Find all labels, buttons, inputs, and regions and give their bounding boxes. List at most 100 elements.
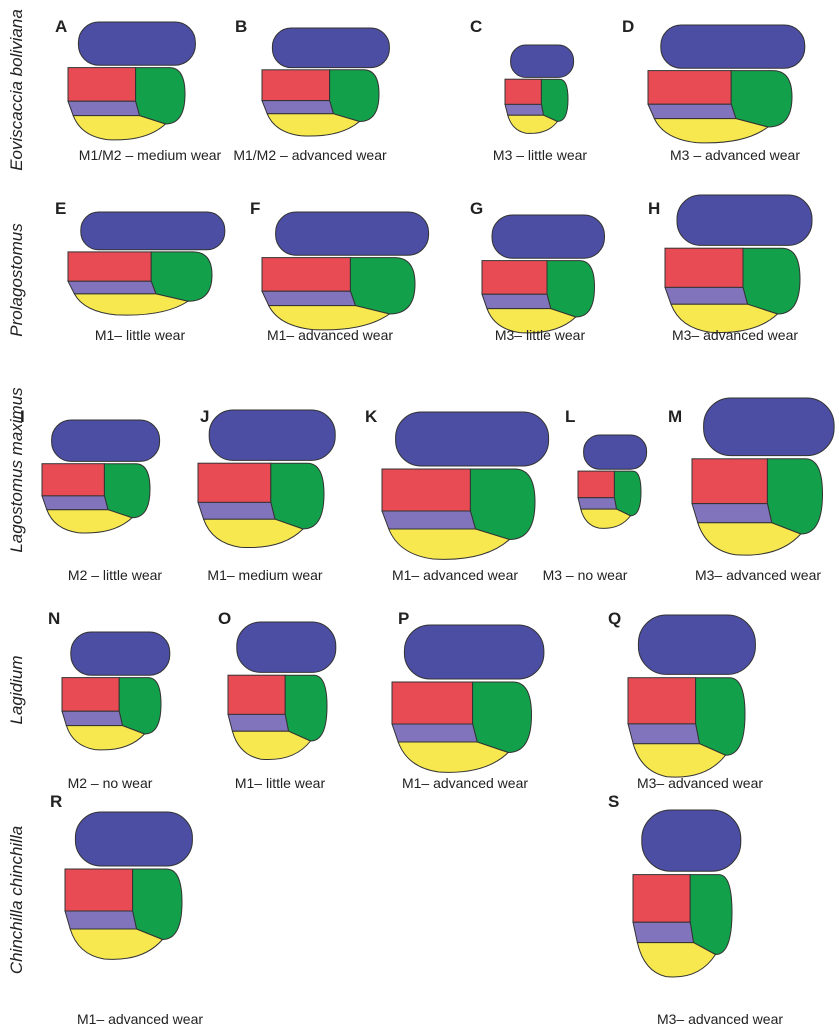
lamina-red: [198, 463, 271, 502]
lamina-green: [473, 682, 532, 753]
lamina-red: [665, 248, 743, 287]
lamina-green: [767, 459, 822, 534]
tooth-diagram: [382, 412, 549, 559]
panel-letter: P: [398, 609, 409, 628]
row-label: Lagidium: [7, 656, 26, 725]
panel-letter: D: [622, 17, 634, 36]
panel-caption: M3 – no wear: [543, 567, 628, 583]
lamina-blue: [75, 812, 192, 866]
lamina-red: [692, 459, 767, 504]
panel-caption: M1– little wear: [235, 775, 326, 791]
lamina-green: [271, 463, 324, 529]
tooth-diagram: [648, 25, 805, 143]
lamina-yellow: [73, 116, 165, 140]
tooth-diagram: [42, 420, 160, 533]
lamina-blue: [209, 410, 335, 460]
lamina-purple: [228, 714, 289, 731]
tooth-diagram: [505, 45, 574, 133]
tooth-diagram: [392, 625, 544, 772]
tooth-diagram: [578, 435, 647, 528]
row-label: Chinchilla chinchilla: [7, 826, 26, 974]
lamina-purple: [62, 711, 123, 725]
tooth-diagram: [68, 212, 225, 315]
lamina-purple: [482, 294, 551, 308]
tooth-diagram: [228, 622, 336, 760]
tooth-diagram: [198, 410, 335, 548]
lamina-red: [482, 261, 547, 295]
lamina-green: [136, 68, 185, 124]
lamina-purple: [65, 911, 137, 929]
lamina-blue: [396, 412, 549, 466]
lamina-red: [68, 68, 136, 102]
lamina-red: [628, 678, 696, 724]
lamina-green: [151, 252, 212, 301]
panel-caption: M3– little wear: [495, 327, 586, 343]
lamina-blue: [71, 632, 170, 675]
lamina-green: [547, 261, 595, 317]
lamina-purple: [692, 504, 772, 523]
lamina-purple: [648, 104, 736, 118]
lamina-green: [285, 675, 327, 741]
panel-letter: N: [48, 609, 60, 628]
lamina-purple: [665, 287, 748, 304]
lamina-yellow: [267, 114, 359, 136]
panel-caption: M3 – little wear: [493, 147, 587, 163]
lamina-blue: [661, 25, 805, 68]
panel-caption: M2 – no wear: [68, 775, 153, 791]
lamina-yellow: [581, 509, 631, 528]
panel-caption: M3– advanced wear: [695, 567, 821, 583]
lamina-purple: [198, 502, 275, 519]
lamina-purple: [633, 922, 694, 942]
lamina-blue: [237, 622, 336, 672]
lamina-red: [68, 252, 151, 281]
lamina-purple: [382, 511, 476, 529]
tooth-diagram: [633, 810, 741, 977]
lamina-red: [382, 469, 470, 511]
lamina-blue: [276, 212, 429, 255]
lamina-purple: [68, 281, 156, 294]
lamina-yellow: [508, 115, 558, 133]
lamina-yellow: [204, 519, 303, 547]
lamina-yellow: [654, 119, 768, 143]
lamina-green: [104, 464, 150, 518]
lamina-purple: [505, 104, 544, 115]
panel-caption: M1– advanced wear: [267, 327, 393, 343]
tooth-diagram: [62, 632, 170, 750]
panel-letter: L: [565, 407, 575, 426]
lamina-yellow: [232, 731, 310, 759]
lamina-green: [690, 875, 732, 955]
panel-letter: A: [55, 17, 67, 36]
lamina-blue: [704, 398, 835, 456]
lamina-green: [119, 678, 161, 734]
lamina-yellow: [389, 529, 510, 559]
lamina-blue: [81, 212, 225, 250]
panel-letter: M: [668, 407, 682, 426]
panel-letter: J: [200, 407, 209, 426]
lamina-blue: [78, 22, 195, 65]
lamina-red: [578, 471, 614, 498]
lamina-blue: [642, 810, 741, 871]
lamina-green: [470, 469, 535, 540]
lamina-red: [262, 70, 330, 101]
lamina-blue: [511, 45, 574, 77]
tooth-diagram: [692, 398, 834, 555]
lamina-red: [262, 258, 350, 292]
lamina-yellow: [70, 929, 162, 959]
lamina-green: [731, 71, 792, 127]
lamina-yellow: [633, 744, 725, 777]
lamina-purple: [628, 724, 700, 744]
lamina-blue: [677, 195, 812, 245]
lamina-green: [696, 678, 745, 756]
tooth-diagram: [65, 812, 192, 959]
panel-caption: M1– advanced wear: [392, 567, 518, 583]
panel-letter: H: [648, 199, 660, 218]
panel-letter: K: [365, 407, 378, 426]
lamina-red: [65, 869, 133, 911]
lamina-red: [228, 675, 285, 714]
lamina-blue: [584, 435, 647, 469]
panel-caption: M3– advanced wear: [637, 775, 763, 791]
lamina-yellow: [698, 523, 801, 555]
lamina-blue: [492, 215, 605, 258]
tooth-diagram: [482, 215, 605, 333]
panel-letter: Q: [608, 609, 621, 628]
